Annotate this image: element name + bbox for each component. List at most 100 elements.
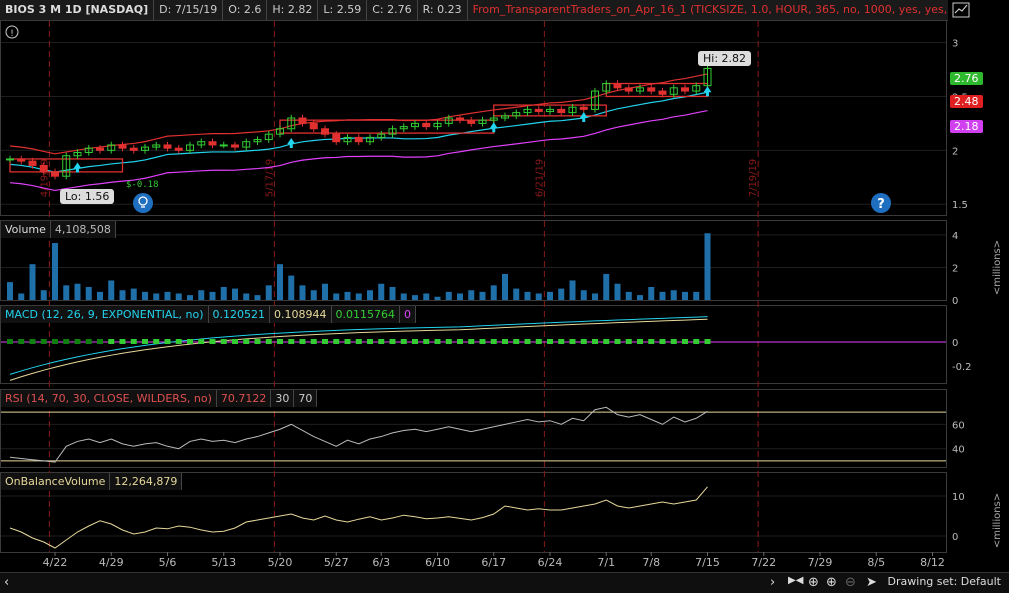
date-separator-label: 6/21/19 [534, 159, 545, 198]
macd-histogram-bar [378, 339, 385, 344]
rsi-panel-label: RSI (14, 70, 30, CLOSE, WILDERS, no) 70.… [1, 390, 318, 407]
rsi-tick-label: 40 [952, 445, 965, 456]
alert-icon[interactable]: ! [5, 25, 19, 39]
candle-body [242, 141, 251, 148]
macd-histogram-bar [637, 339, 643, 344]
volume-bar [198, 290, 205, 300]
candle-body [568, 106, 577, 114]
volume-bar [243, 293, 250, 300]
macd-histogram-bar [479, 339, 486, 344]
volume-bar [97, 291, 103, 300]
candle-body [309, 122, 318, 130]
volume-bar [468, 290, 475, 300]
crosshair-icon[interactable]: ⊕ [808, 575, 819, 590]
candle-body [264, 133, 273, 141]
date-label: D: 7/15/19 [154, 0, 224, 20]
volume-tick-label: 2 [952, 263, 958, 274]
candle-body [107, 144, 116, 151]
volume-bar [445, 291, 452, 300]
macd-histogram-bar [322, 339, 328, 344]
macd-histogram-bar [175, 339, 182, 344]
candle-body [534, 108, 543, 113]
candle-body [6, 158, 14, 161]
candle-body [129, 147, 138, 151]
x-tick-label: 4/29 [99, 556, 124, 569]
candle-body [444, 117, 453, 124]
x-tick-label: 6/10 [425, 556, 450, 569]
candle-body [73, 151, 82, 157]
close-badge: 2.76 [950, 72, 983, 85]
drawing-set-label[interactable]: Drawing set: Default [887, 575, 1001, 588]
close-label: C: 2.76 [367, 0, 418, 20]
study-label[interactable]: From_TransparentTraders_on_Apr_16_1 (TIC… [472, 3, 948, 16]
macd-histogram-bar [355, 339, 362, 344]
macd-histogram-bar [625, 339, 632, 344]
chart-settings-icon[interactable] [950, 0, 972, 20]
volume-bar [74, 283, 81, 300]
macd-histogram-bar [513, 339, 520, 344]
x-tick-label: 5/20 [268, 556, 293, 569]
volume-bar [333, 293, 340, 300]
expand-icon[interactable]: ▶◀ [788, 575, 804, 586]
zoom-in-icon[interactable]: ⊕ [826, 575, 837, 590]
volume-bar [164, 291, 171, 300]
volume-bar [153, 293, 160, 300]
candle-body [84, 147, 93, 153]
macd-histogram-bar [648, 339, 655, 344]
volume-tick-label: 0 [952, 296, 958, 307]
candle-body [613, 83, 622, 89]
candle-body [332, 133, 341, 143]
chart-header: BIOS 3 M 1D [NASDAQ] D: 7/15/19 O: 2.6 H… [0, 0, 948, 21]
candle-body [96, 147, 104, 151]
lower-band-line [9, 109, 708, 192]
candle-body [62, 155, 71, 177]
candle-body [141, 146, 149, 151]
volume-bar [389, 286, 396, 300]
candle-body [197, 141, 206, 146]
volume-bar [29, 264, 36, 300]
macd-histogram-bar [187, 339, 193, 344]
macd-histogram-bar [603, 339, 610, 344]
volume-bar [18, 293, 25, 300]
macd-histogram-bar [592, 339, 598, 344]
macd-histogram-bar [7, 339, 13, 344]
volume-bar [704, 233, 711, 300]
help-icon[interactable]: ? [871, 193, 891, 213]
macd-histogram-bar [18, 339, 25, 344]
volume-bar [648, 286, 655, 300]
macd-histogram-bar [502, 339, 508, 344]
volume-title: Volume [1, 221, 51, 238]
candle-body [276, 128, 284, 135]
volume-bar [502, 273, 508, 300]
candle-body [388, 128, 397, 135]
symbol-label[interactable]: BIOS 3 M 1D [NASDAQ] [0, 0, 155, 20]
macd-histogram-bar [198, 339, 205, 344]
macd-histogram-bar [209, 339, 216, 344]
volume-bar [547, 291, 553, 300]
macd-histogram-bar [367, 339, 373, 344]
candle-body [17, 158, 26, 162]
volume-bar [322, 283, 328, 300]
x-tick-label: 7/15 [695, 556, 720, 569]
candle-body [669, 87, 678, 95]
volume-bar [85, 286, 92, 300]
macd-histogram-bar [74, 339, 81, 344]
chart-canvas[interactable]: 4/19/195/17/196/21/197/19/19 32.521.5420… [0, 0, 1009, 572]
zoom-out-icon[interactable]: ⊖ [845, 575, 856, 590]
obv-panel-label: OnBalanceVolume 12,264,879 [1, 473, 183, 490]
x-tick-label: 6/24 [538, 556, 563, 569]
footer-toolbar: ‹ › ▶◀ ⊕ ⊕ ⊖ ➤ Drawing set: Default [0, 572, 1009, 593]
x-tick-label: 8/12 [920, 556, 945, 569]
rsi-series [1, 406, 946, 463]
middle-band-line [9, 91, 708, 173]
scroll-right-icon[interactable]: › [770, 575, 776, 590]
x-tick-label: 7/22 [751, 556, 776, 569]
scroll-left-icon[interactable]: ‹ [4, 575, 10, 590]
candle-body [703, 67, 712, 87]
macd-histogram-bar [670, 339, 677, 344]
volume-bar [277, 264, 283, 300]
lightbulb-icon[interactable] [133, 193, 153, 213]
candle-body [253, 139, 262, 143]
date-separator-label: 4/19/19 [39, 159, 50, 198]
pointer-icon[interactable]: ➤ [866, 575, 877, 590]
